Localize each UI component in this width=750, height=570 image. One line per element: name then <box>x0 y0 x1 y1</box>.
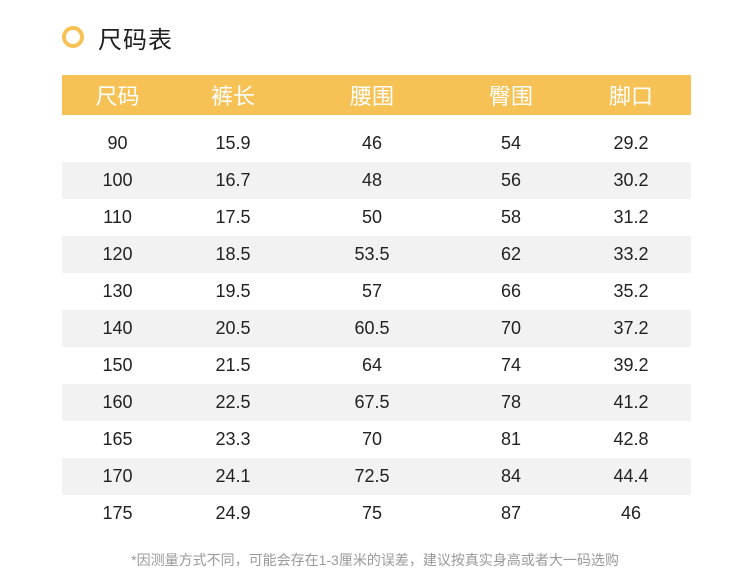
cell-leg-opening: 41.2 <box>613 392 649 412</box>
column-header-hip: 臀围 <box>488 84 533 109</box>
cell-hip: 70 <box>500 318 522 338</box>
table-row: 175 24.9 75 87 46 <box>62 495 691 532</box>
cell-hip: 54 <box>500 133 522 153</box>
table-row: 90 15.9 46 54 29.2 <box>62 125 691 162</box>
table-row: 100 16.7 48 56 30.2 <box>62 162 691 199</box>
cell-hip: 81 <box>500 429 522 449</box>
table-row: 120 18.5 53.5 62 33.2 <box>62 236 691 273</box>
column-header-waist: 腰围 <box>349 84 394 109</box>
cell-leg-opening: 42.8 <box>613 429 649 449</box>
cell-size: 100 <box>102 170 133 190</box>
cell-size: 160 <box>102 392 133 412</box>
cell-leg-opening: 37.2 <box>613 318 649 338</box>
cell-waist: 48 <box>361 170 383 190</box>
cell-pants-length: 16.7 <box>215 170 251 190</box>
cell-hip: 56 <box>500 170 522 190</box>
cell-pants-length: 22.5 <box>215 392 251 412</box>
circle-bullet-icon <box>62 26 84 48</box>
cell-waist: 64 <box>361 355 383 375</box>
cell-size: 140 <box>102 318 133 338</box>
table-row: 140 20.5 60.5 70 37.2 <box>62 310 691 347</box>
table-row: 165 23.3 70 81 42.8 <box>62 421 691 458</box>
table-row: 160 22.5 67.5 78 41.2 <box>62 384 691 421</box>
cell-waist: 46 <box>361 133 383 153</box>
cell-hip: 66 <box>500 281 522 301</box>
cell-hip: 62 <box>500 244 522 264</box>
cell-pants-length: 15.9 <box>215 133 251 153</box>
size-chart-table: 尺码 裤长 腰围 臀围 脚口 90 15.9 46 54 29.2 100 16.7 48 56… <box>62 75 691 532</box>
cell-waist: 70 <box>361 429 383 449</box>
column-header-size: 尺码 <box>95 84 140 109</box>
table-header-row: 尺码 裤长 腰围 臀围 脚口 <box>62 75 691 115</box>
cell-hip: 74 <box>500 355 522 375</box>
cell-pants-length: 24.1 <box>215 466 251 486</box>
page-title: 尺码表 <box>98 26 173 54</box>
cell-leg-opening: 30.2 <box>613 170 649 190</box>
table-row: 150 21.5 64 74 39.2 <box>62 347 691 384</box>
cell-pants-length: 19.5 <box>215 281 251 301</box>
cell-pants-length: 17.5 <box>215 207 251 227</box>
cell-pants-length: 23.3 <box>215 429 251 449</box>
cell-waist: 72.5 <box>354 466 390 486</box>
cell-size: 170 <box>102 466 133 486</box>
cell-hip: 84 <box>500 466 522 486</box>
cell-size: 175 <box>102 503 133 523</box>
column-header-leg-opening: 脚口 <box>608 84 653 109</box>
table-row: 110 17.5 50 58 31.2 <box>62 199 691 236</box>
measurement-note: *因测量方式不同，可能会存在1-3厘米的误差，建议按真实身高或者大一码选购 <box>131 552 619 568</box>
cell-leg-opening: 31.2 <box>613 207 649 227</box>
cell-pants-length: 20.5 <box>215 318 251 338</box>
cell-size: 150 <box>102 355 133 375</box>
cell-pants-length: 24.9 <box>215 503 251 523</box>
cell-size: 165 <box>102 429 133 449</box>
cell-size: 120 <box>102 244 133 264</box>
cell-pants-length: 18.5 <box>215 244 251 264</box>
cell-size: 90 <box>107 133 128 153</box>
cell-waist: 75 <box>361 503 383 523</box>
cell-size: 110 <box>103 207 132 227</box>
cell-waist: 50 <box>361 207 383 227</box>
section-header: 尺码表 <box>62 22 173 54</box>
cell-hip: 58 <box>500 207 522 227</box>
cell-leg-opening: 39.2 <box>613 355 649 375</box>
cell-leg-opening: 46 <box>620 503 642 523</box>
cell-hip: 78 <box>500 392 522 412</box>
cell-leg-opening: 44.4 <box>613 466 649 486</box>
table-row: 130 19.5 57 66 35.2 <box>62 273 691 310</box>
cell-waist: 53.5 <box>354 244 390 264</box>
cell-waist: 57 <box>361 281 383 301</box>
column-header-pants-length: 裤长 <box>210 84 255 109</box>
table-row: 170 24.1 72.5 84 44.4 <box>62 458 691 495</box>
cell-leg-opening: 33.2 <box>613 244 649 264</box>
cell-size: 130 <box>102 281 133 301</box>
cell-leg-opening: 35.2 <box>613 281 649 301</box>
table-body: 90 15.9 46 54 29.2 100 16.7 48 56 30.2 110 17.5 50 58… <box>62 115 691 532</box>
cell-hip: 87 <box>500 503 522 523</box>
cell-leg-opening: 29.2 <box>613 133 649 153</box>
cell-pants-length: 21.5 <box>215 355 251 375</box>
cell-waist: 60.5 <box>354 318 390 338</box>
cell-waist: 67.5 <box>354 392 390 412</box>
